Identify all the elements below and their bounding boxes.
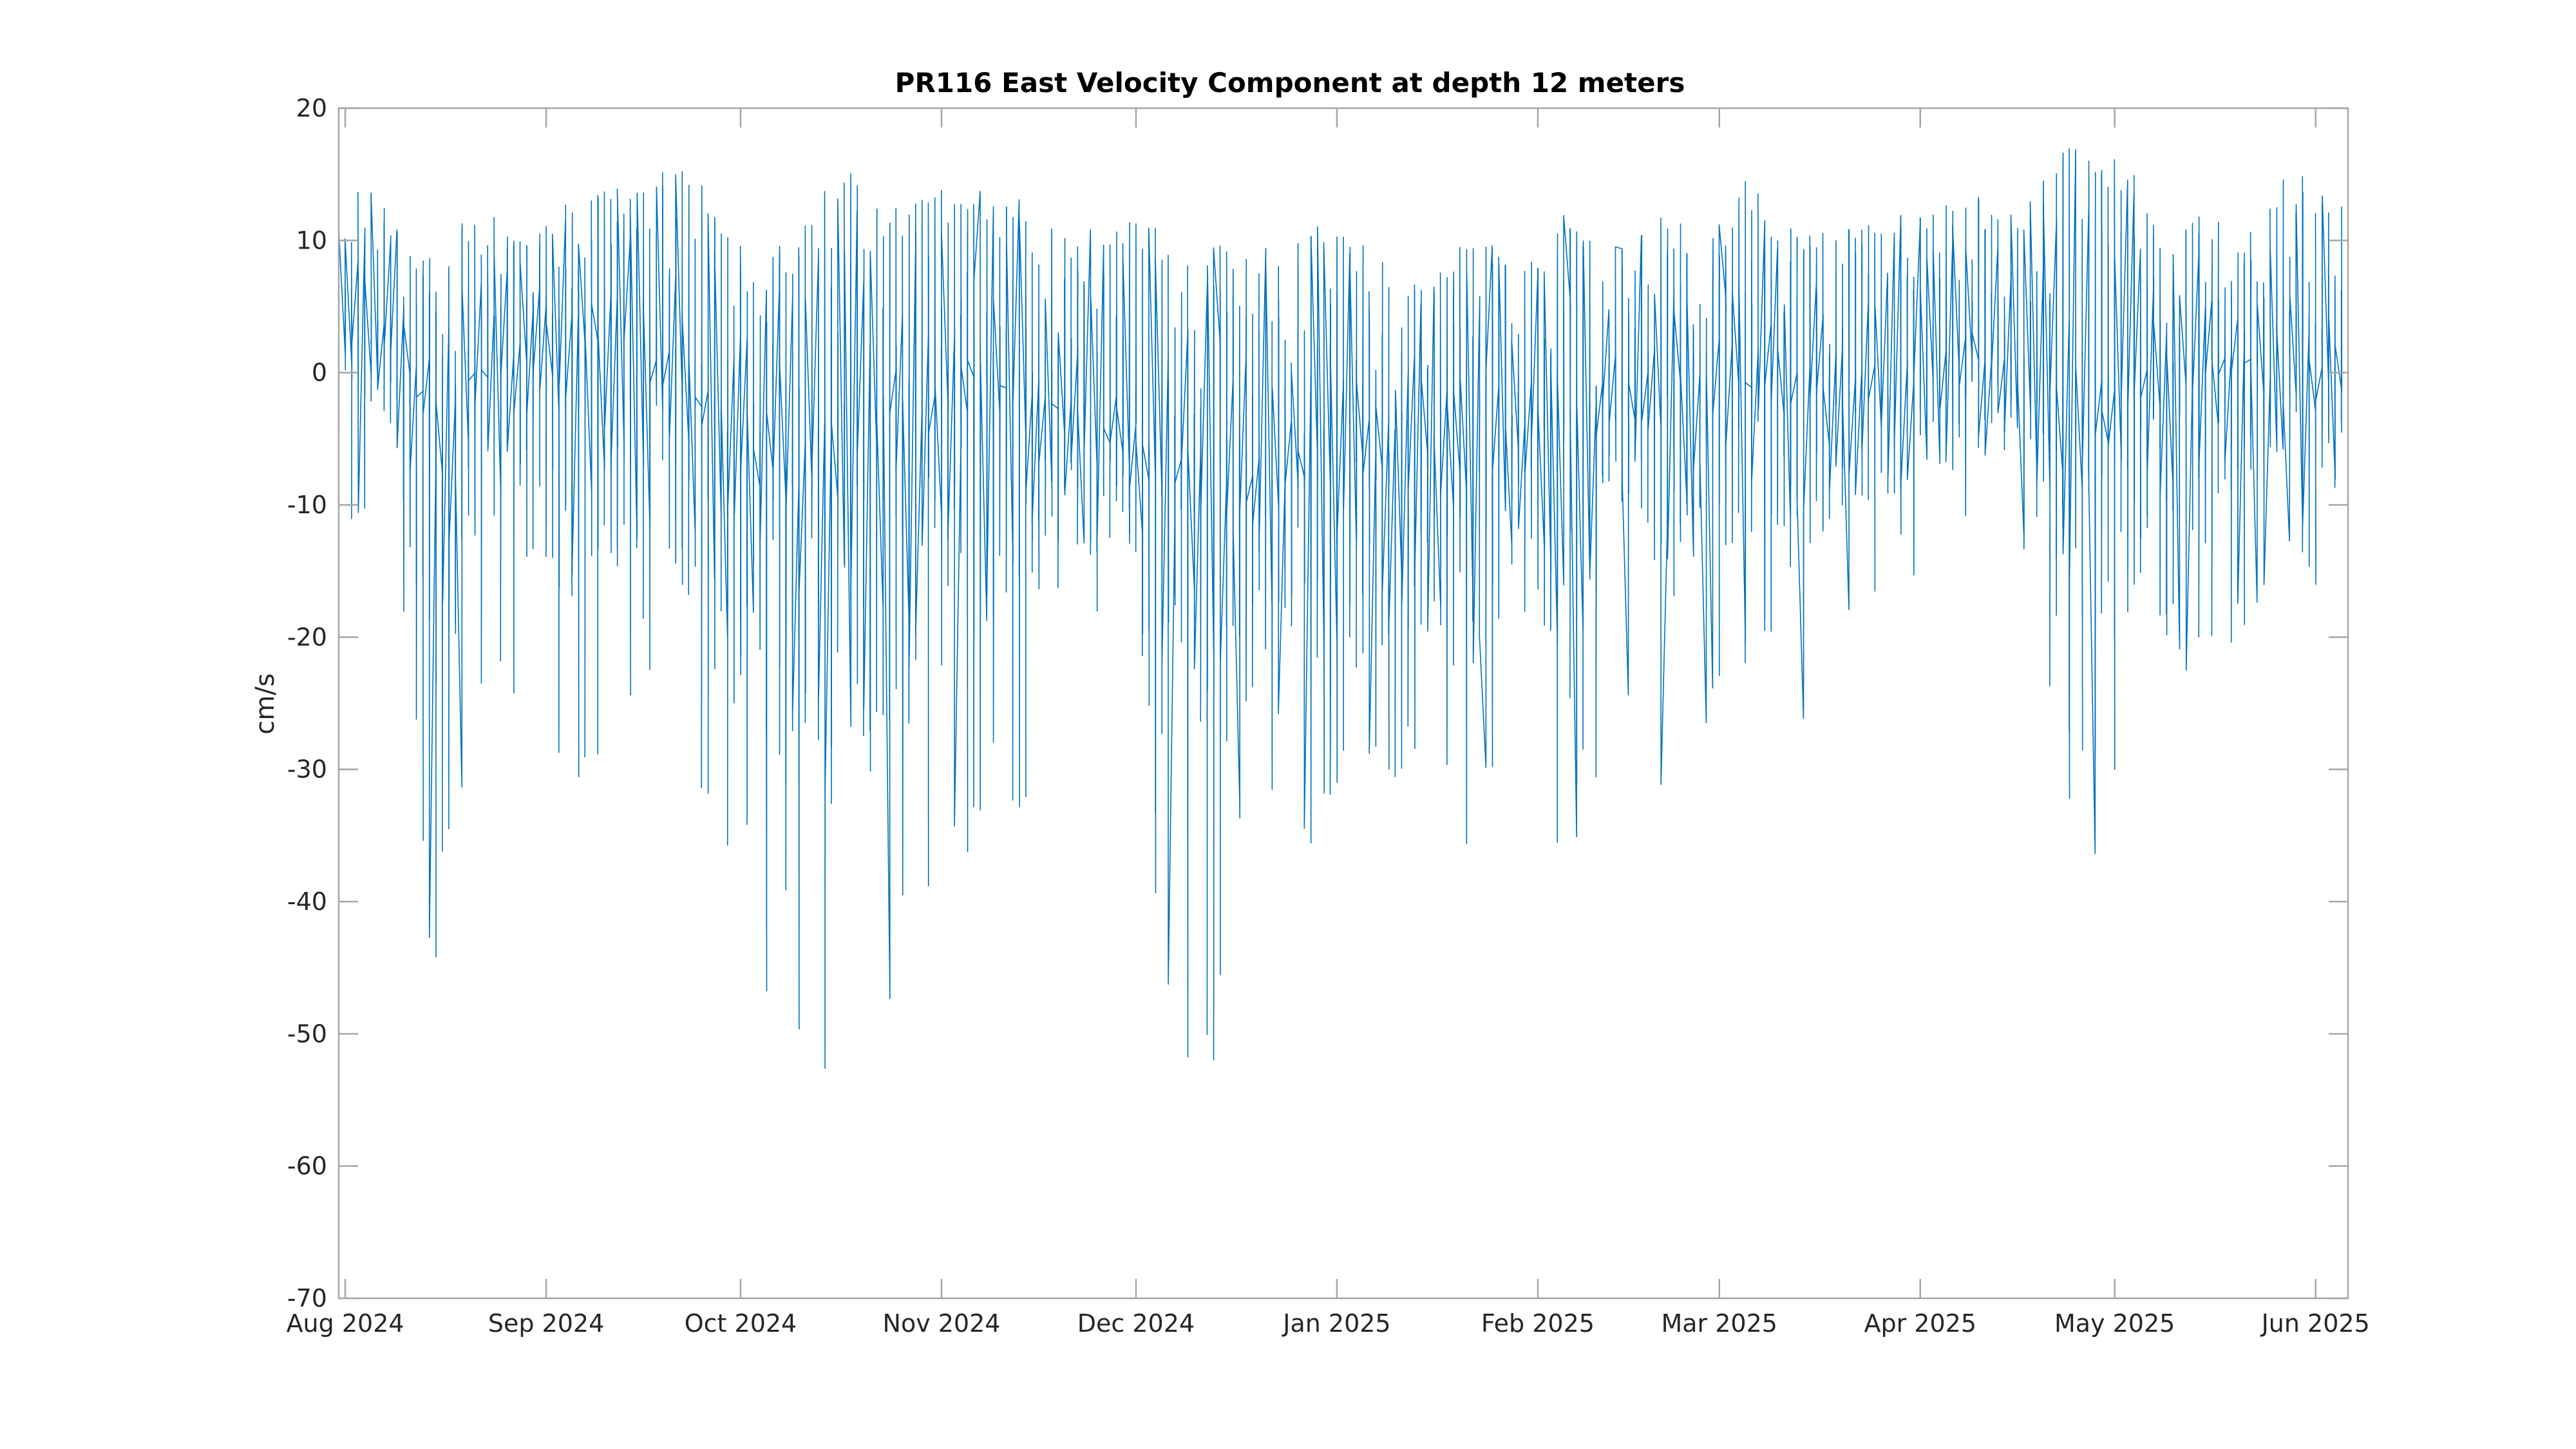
series-line xyxy=(337,148,2343,1069)
x-tick-label: Nov 2024 xyxy=(883,1309,1001,1338)
y-tick-label: -70 xyxy=(287,1284,327,1312)
plot-frame xyxy=(337,107,2349,1300)
y-tick-label: -60 xyxy=(287,1152,327,1180)
x-tick-label: Jun 2025 xyxy=(2260,1309,2370,1338)
series-layer xyxy=(337,148,2343,1069)
x-tick-label: May 2025 xyxy=(2054,1309,2175,1338)
y-tick-label: -20 xyxy=(287,623,327,651)
ticks-layer: -70 -60 -50 -40 -30 -20 -10 0 10 20 Aug 2024 Sep 20… xyxy=(287,94,2370,1338)
y-tick-label: 10 xyxy=(296,226,327,254)
x-tick-label: Apr 2025 xyxy=(1864,1309,1976,1338)
x-tick-label: Mar 2025 xyxy=(1661,1309,1777,1338)
x-tick-label: Sep 2024 xyxy=(488,1309,604,1338)
chart-title: PR116 East Velocity Component at depth 1… xyxy=(895,67,1685,99)
x-tick-label: Jan 2025 xyxy=(1282,1309,1390,1338)
y-tick-label: -30 xyxy=(287,755,327,784)
y-tick-label: 20 xyxy=(296,94,327,122)
y-axis-label: cm/s xyxy=(251,673,280,734)
x-tick-label: Aug 2024 xyxy=(287,1309,404,1338)
y-tick-label: -50 xyxy=(287,1019,327,1048)
y-tick-label: 0 xyxy=(312,359,327,387)
x-tick-label: Oct 2024 xyxy=(685,1309,797,1338)
x-tick-label: Feb 2025 xyxy=(1481,1309,1595,1338)
y-tick-label: -40 xyxy=(287,887,327,916)
x-tick-label: Dec 2024 xyxy=(1077,1309,1195,1338)
y-tick-label: -10 xyxy=(287,491,327,519)
